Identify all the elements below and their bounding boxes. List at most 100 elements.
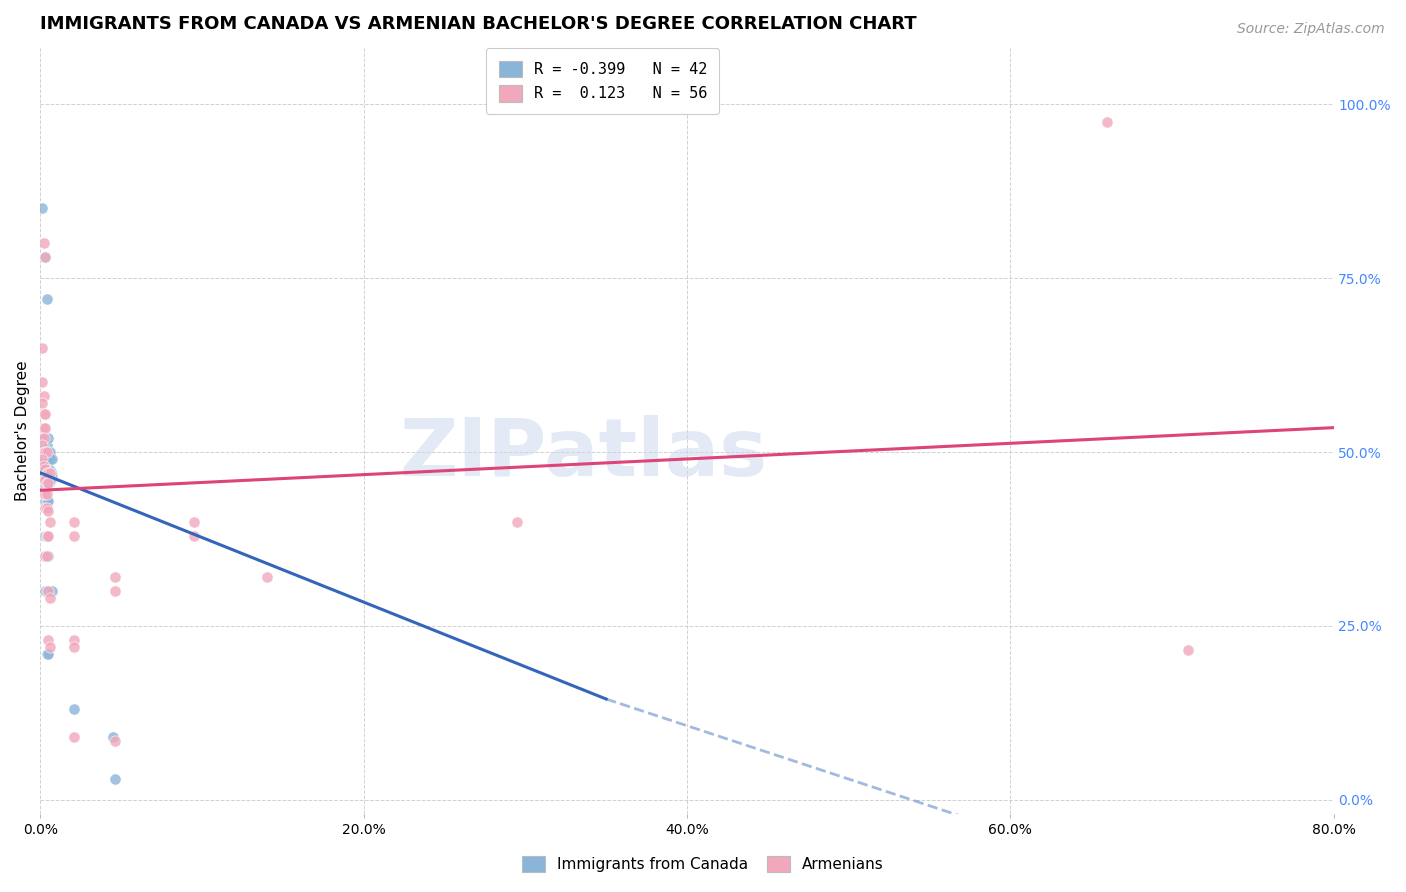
Point xyxy=(37,476,59,491)
Point xyxy=(31,458,53,473)
Point xyxy=(35,647,58,661)
Point xyxy=(183,528,205,542)
Point xyxy=(34,452,56,467)
Point xyxy=(39,445,62,459)
Point xyxy=(39,473,62,487)
Point xyxy=(41,452,63,467)
Point xyxy=(32,473,55,487)
Point xyxy=(104,570,127,584)
Point xyxy=(34,420,56,434)
Point xyxy=(39,640,62,654)
Point xyxy=(34,493,56,508)
Point xyxy=(34,528,56,542)
Point xyxy=(35,528,58,542)
Point xyxy=(35,452,58,467)
Point xyxy=(32,445,55,459)
Point xyxy=(37,431,59,445)
Point xyxy=(37,584,59,599)
Point xyxy=(32,431,55,445)
Point xyxy=(37,493,59,508)
Point xyxy=(35,549,58,564)
Point xyxy=(256,570,278,584)
Point xyxy=(32,389,55,403)
Point xyxy=(63,702,86,716)
Point xyxy=(35,500,58,515)
Point xyxy=(37,445,59,459)
Text: IMMIGRANTS FROM CANADA VS ARMENIAN BACHELOR'S DEGREE CORRELATION CHART: IMMIGRANTS FROM CANADA VS ARMENIAN BACHE… xyxy=(41,15,917,33)
Point xyxy=(31,202,53,216)
Point xyxy=(31,341,53,355)
Point xyxy=(37,632,59,647)
Point xyxy=(34,473,56,487)
Point xyxy=(34,250,56,264)
Point xyxy=(35,476,58,491)
Point xyxy=(32,458,55,473)
Point xyxy=(31,445,53,459)
Point xyxy=(31,452,53,467)
Point xyxy=(32,449,55,463)
Point xyxy=(39,591,62,606)
Point xyxy=(35,493,58,508)
Point xyxy=(183,515,205,529)
Point xyxy=(32,431,55,445)
Point xyxy=(32,487,55,501)
Point xyxy=(1095,114,1118,128)
Point xyxy=(34,462,56,476)
Point xyxy=(34,445,56,459)
Point xyxy=(104,584,127,599)
Point xyxy=(37,549,59,564)
Text: Source: ZipAtlas.com: Source: ZipAtlas.com xyxy=(1237,22,1385,37)
Point xyxy=(31,438,53,452)
Point xyxy=(31,424,53,438)
Point xyxy=(37,528,59,542)
Point xyxy=(31,396,53,410)
Text: ZIPatlas: ZIPatlas xyxy=(399,415,768,493)
Point xyxy=(104,733,127,747)
Point xyxy=(63,632,86,647)
Point xyxy=(35,438,58,452)
Point xyxy=(35,476,58,491)
Point xyxy=(34,549,56,564)
Point xyxy=(39,515,62,529)
Point xyxy=(37,466,59,480)
Point xyxy=(31,376,53,390)
Legend: Immigrants from Canada, Armenians: Immigrants from Canada, Armenians xyxy=(515,848,891,880)
Point xyxy=(39,452,62,467)
Point xyxy=(31,438,53,452)
Point xyxy=(1177,643,1199,657)
Point xyxy=(34,462,56,476)
Y-axis label: Bachelor's Degree: Bachelor's Degree xyxy=(15,361,30,501)
Point xyxy=(31,420,53,434)
Point xyxy=(34,476,56,491)
Point xyxy=(34,445,56,459)
Point xyxy=(34,250,56,264)
Point xyxy=(35,549,58,564)
Point xyxy=(34,500,56,515)
Point xyxy=(63,515,86,529)
Point xyxy=(104,772,127,786)
Point xyxy=(35,584,58,599)
Point xyxy=(37,647,59,661)
Point xyxy=(506,515,529,529)
Point xyxy=(31,431,53,445)
Point xyxy=(32,236,55,251)
Point xyxy=(34,584,56,599)
Point xyxy=(35,445,58,459)
Point xyxy=(41,584,63,599)
Point xyxy=(63,640,86,654)
Point xyxy=(39,466,62,480)
Point xyxy=(32,420,55,434)
Point xyxy=(35,292,58,306)
Point xyxy=(34,549,56,564)
Point xyxy=(63,731,86,745)
Point xyxy=(35,528,58,542)
Legend: R = -0.399   N = 42, R =  0.123   N = 56: R = -0.399 N = 42, R = 0.123 N = 56 xyxy=(486,48,720,114)
Point xyxy=(32,476,55,491)
Point xyxy=(32,407,55,421)
Point xyxy=(35,487,58,501)
Point xyxy=(35,466,58,480)
Point xyxy=(101,731,124,745)
Point xyxy=(37,504,59,518)
Point xyxy=(63,528,86,542)
Point xyxy=(32,462,55,476)
